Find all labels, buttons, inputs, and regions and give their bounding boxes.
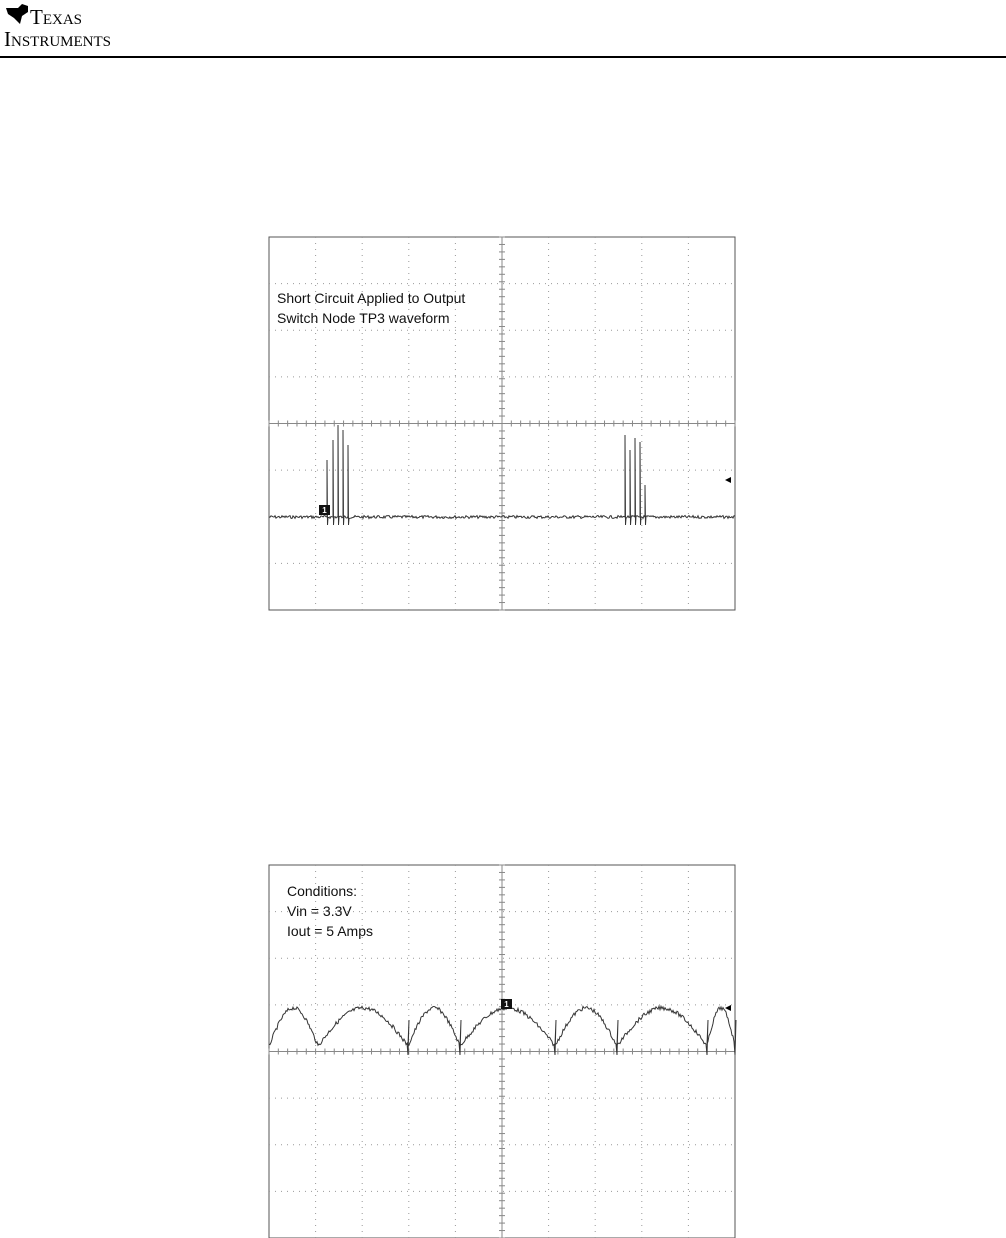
level-arrow	[725, 477, 731, 483]
annotation: Short Circuit Applied to Output	[277, 290, 465, 306]
channel-marker	[319, 505, 330, 515]
annotation: Conditions:	[287, 883, 357, 899]
annotation: Switch Node TP3 waveform	[277, 310, 449, 326]
logo: Texas Instruments	[4, 4, 111, 51]
waveform	[268, 424, 736, 526]
waveform	[268, 1004, 737, 1056]
logo-line1: Texas	[30, 5, 82, 29]
level-arrow	[725, 1005, 731, 1011]
scope-figure: 1 Conditions: Vin = 3.3V Iout = 5 Amps	[268, 864, 737, 1238]
annotation: Iout = 5 Amps	[287, 923, 373, 939]
logo-icon	[6, 4, 28, 24]
scope-figure: 1 Short Circuit Applied to Output Switch N…	[268, 236, 736, 611]
annotation: Vin = 3.3V	[287, 903, 352, 919]
channel-marker-label: 1	[504, 1000, 509, 1009]
logo-line2: Instruments	[4, 27, 111, 51]
channel-marker-label: 1	[322, 506, 327, 515]
channel-marker	[501, 999, 512, 1009]
